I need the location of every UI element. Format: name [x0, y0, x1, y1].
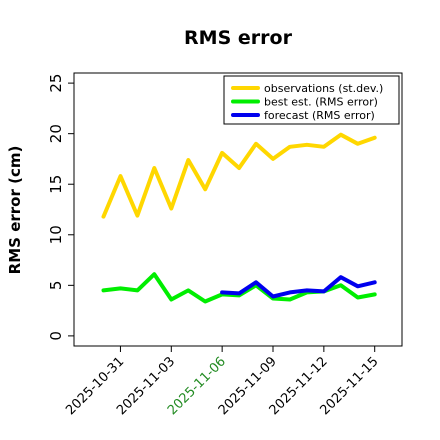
y-tick-label: 5: [47, 281, 65, 291]
y-axis: 0 5 10 15 20 25: [47, 74, 74, 341]
y-tick-label: 20: [47, 124, 65, 143]
legend-label: forecast (RMS error): [264, 109, 375, 122]
y-axis-label: RMS error (cm): [6, 146, 24, 275]
y-tick-label: 25: [47, 74, 65, 93]
legend: observations (st.dev.)best est. (RMS err…: [223, 75, 400, 125]
legend-label: best est. (RMS error): [264, 96, 378, 109]
plot-area-frame: [73, 72, 403, 347]
y-tick-label: 10: [47, 225, 65, 244]
x-axis: 2025-10-312025-11-032025-11-062025-11-09…: [63, 346, 382, 418]
series-layer: [101, 132, 377, 304]
series-line: [101, 272, 377, 304]
chart-title: RMS error: [184, 27, 293, 49]
y-tick-label: 0: [47, 331, 65, 341]
legend-label: observations (st.dev.): [264, 82, 383, 95]
series-line: [220, 275, 377, 299]
series-line: [101, 132, 377, 219]
y-tick-label: 15: [47, 175, 65, 194]
